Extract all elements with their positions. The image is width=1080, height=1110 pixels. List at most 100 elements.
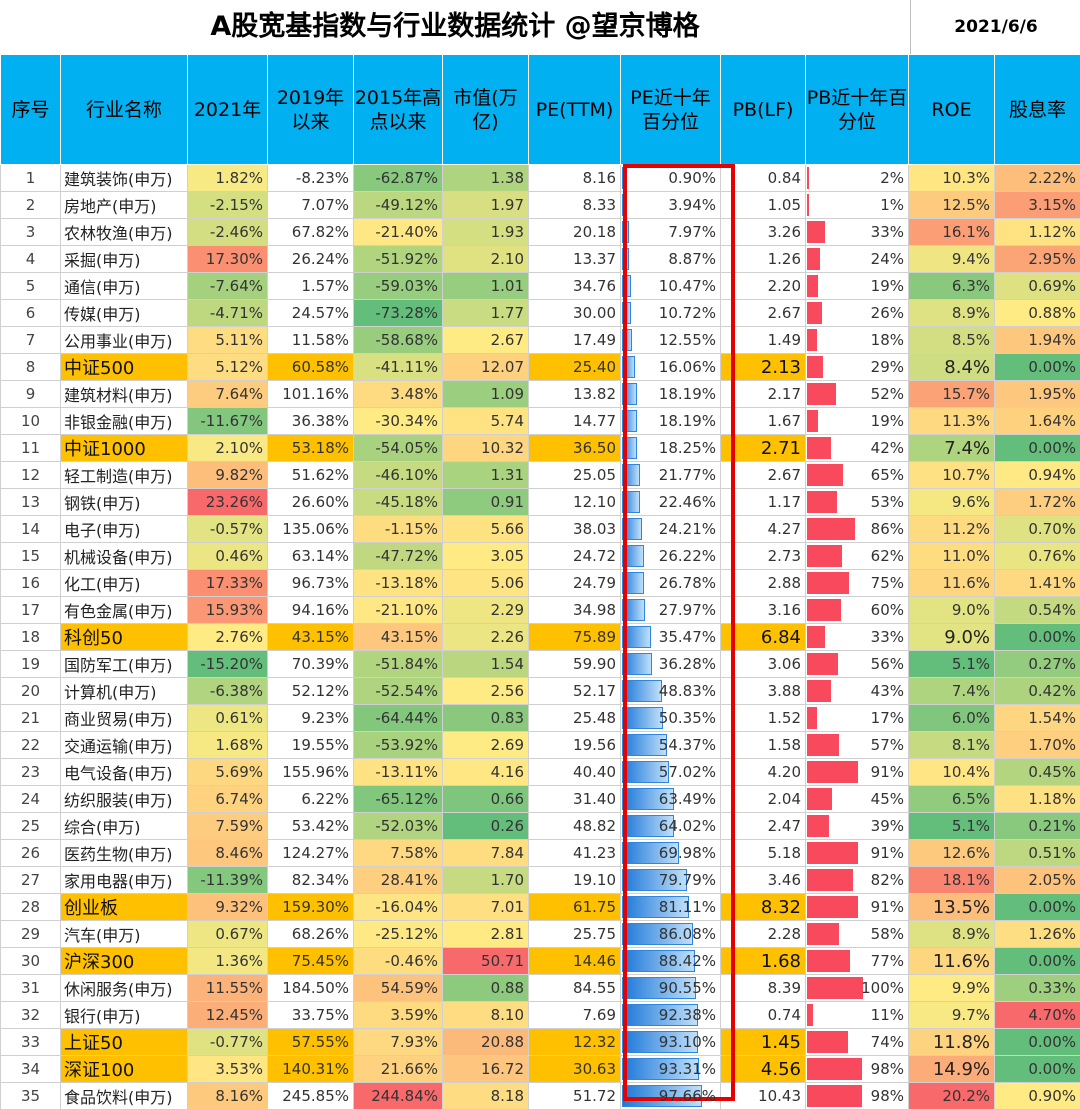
dividend-yield-cell[interactable]: 3.15% xyxy=(995,192,1080,219)
pb-lf-cell[interactable]: 1.17 xyxy=(721,489,806,516)
roe-cell[interactable]: 9.4% xyxy=(909,246,995,273)
roe-cell[interactable]: 13.5% xyxy=(909,894,995,921)
dividend-yield-cell[interactable]: 0.00% xyxy=(995,624,1080,651)
change-2021-cell[interactable]: 1.68% xyxy=(188,732,268,759)
change-2021-cell[interactable]: 9.32% xyxy=(188,894,268,921)
dividend-yield-cell[interactable]: 0.21% xyxy=(995,813,1080,840)
market-cap-cell[interactable]: 7.84 xyxy=(443,840,529,867)
change-since-2019-cell[interactable]: 26.60% xyxy=(268,489,354,516)
pb-percentile-cell[interactable]: 33% xyxy=(806,219,909,246)
market-cap-cell[interactable]: 3.05 xyxy=(443,543,529,570)
pb-lf-cell[interactable]: 6.84 xyxy=(721,624,806,651)
change-since-2019-cell[interactable]: 96.73% xyxy=(268,570,354,597)
roe-cell[interactable]: 11.6% xyxy=(909,570,995,597)
change-2021-cell[interactable]: -0.77% xyxy=(188,1029,268,1056)
pe-ttm-cell[interactable]: 61.75 xyxy=(529,894,621,921)
pb-percentile-cell[interactable]: 98% xyxy=(806,1083,909,1110)
pe-percentile-cell[interactable]: 92.38% xyxy=(621,1002,721,1029)
change-since-2015-cell[interactable]: -13.11% xyxy=(354,759,443,786)
pb-lf-cell[interactable]: 2.88 xyxy=(721,570,806,597)
pe-percentile-cell[interactable]: 22.46% xyxy=(621,489,721,516)
row-seq-cell[interactable]: 18 xyxy=(1,624,61,651)
pe-percentile-cell[interactable]: 24.21% xyxy=(621,516,721,543)
change-since-2015-cell[interactable]: -47.72% xyxy=(354,543,443,570)
roe-cell[interactable]: 11.2% xyxy=(909,516,995,543)
row-name-cell[interactable]: 科创50 xyxy=(61,624,188,651)
row-seq-cell[interactable]: 35 xyxy=(1,1083,61,1110)
change-2021-cell[interactable]: 7.59% xyxy=(188,813,268,840)
change-2021-cell[interactable]: 1.82% xyxy=(188,165,268,192)
change-since-2015-cell[interactable]: -54.05% xyxy=(354,435,443,462)
pb-lf-cell[interactable]: 4.27 xyxy=(721,516,806,543)
roe-cell[interactable]: 8.1% xyxy=(909,732,995,759)
dividend-yield-cell[interactable]: 1.95% xyxy=(995,381,1080,408)
row-seq-cell[interactable]: 1 xyxy=(1,165,61,192)
roe-cell[interactable]: 6.0% xyxy=(909,705,995,732)
change-2021-cell[interactable]: -11.67% xyxy=(188,408,268,435)
change-since-2019-cell[interactable]: 51.62% xyxy=(268,462,354,489)
market-cap-cell[interactable]: 2.67 xyxy=(443,327,529,354)
roe-cell[interactable]: 11.8% xyxy=(909,1029,995,1056)
pb-percentile-cell[interactable]: 91% xyxy=(806,759,909,786)
dividend-yield-cell[interactable]: 1.94% xyxy=(995,327,1080,354)
pb-lf-cell[interactable]: 2.13 xyxy=(721,354,806,381)
pb-lf-cell[interactable]: 1.67 xyxy=(721,408,806,435)
change-since-2019-cell[interactable]: 57.55% xyxy=(268,1029,354,1056)
pb-lf-cell[interactable]: 1.05 xyxy=(721,192,806,219)
pe-ttm-cell[interactable]: 7.69 xyxy=(529,1002,621,1029)
pb-lf-cell[interactable]: 1.49 xyxy=(721,327,806,354)
dividend-yield-cell[interactable]: 0.54% xyxy=(995,597,1080,624)
pb-lf-cell[interactable]: 1.68 xyxy=(721,948,806,975)
pb-percentile-cell[interactable]: 62% xyxy=(806,543,909,570)
dividend-yield-cell[interactable]: 1.70% xyxy=(995,732,1080,759)
header-dividend[interactable]: 股息率 xyxy=(995,55,1080,165)
pe-ttm-cell[interactable]: 34.98 xyxy=(529,597,621,624)
change-since-2015-cell[interactable]: 244.84% xyxy=(354,1083,443,1110)
change-since-2019-cell[interactable]: 140.31% xyxy=(268,1056,354,1083)
market-cap-cell[interactable]: 1.70 xyxy=(443,867,529,894)
change-since-2015-cell[interactable]: -16.04% xyxy=(354,894,443,921)
pb-percentile-cell[interactable]: 19% xyxy=(806,273,909,300)
pb-percentile-cell[interactable]: 29% xyxy=(806,354,909,381)
pb-lf-cell[interactable]: 0.84 xyxy=(721,165,806,192)
change-since-2019-cell[interactable]: 75.45% xyxy=(268,948,354,975)
change-since-2019-cell[interactable]: 245.85% xyxy=(268,1083,354,1110)
pe-percentile-cell[interactable]: 26.22% xyxy=(621,543,721,570)
roe-cell[interactable]: 10.4% xyxy=(909,759,995,786)
change-since-2015-cell[interactable]: 28.41% xyxy=(354,867,443,894)
change-since-2015-cell[interactable]: 54.59% xyxy=(354,975,443,1002)
change-since-2019-cell[interactable]: 155.96% xyxy=(268,759,354,786)
change-since-2015-cell[interactable]: -51.84% xyxy=(354,651,443,678)
pe-percentile-cell[interactable]: 81.11% xyxy=(621,894,721,921)
header-pb[interactable]: PB(LF) xyxy=(721,55,806,165)
market-cap-cell[interactable]: 5.74 xyxy=(443,408,529,435)
pb-lf-cell[interactable]: 8.39 xyxy=(721,975,806,1002)
row-seq-cell[interactable]: 19 xyxy=(1,651,61,678)
pe-ttm-cell[interactable]: 25.75 xyxy=(529,921,621,948)
header-name[interactable]: 行业名称 xyxy=(61,55,188,165)
row-seq-cell[interactable]: 2 xyxy=(1,192,61,219)
row-seq-cell[interactable]: 20 xyxy=(1,678,61,705)
row-name-cell[interactable]: 房地产(申万) xyxy=(61,192,188,219)
dividend-yield-cell[interactable]: 0.00% xyxy=(995,948,1080,975)
change-since-2015-cell[interactable]: -58.68% xyxy=(354,327,443,354)
row-name-cell[interactable]: 汽车(申万) xyxy=(61,921,188,948)
market-cap-cell[interactable]: 1.31 xyxy=(443,462,529,489)
row-name-cell[interactable]: 沪深300 xyxy=(61,948,188,975)
pe-ttm-cell[interactable]: 41.23 xyxy=(529,840,621,867)
pe-percentile-cell[interactable]: 18.19% xyxy=(621,381,721,408)
market-cap-cell[interactable]: 2.69 xyxy=(443,732,529,759)
pb-percentile-cell[interactable]: 24% xyxy=(806,246,909,273)
row-seq-cell[interactable]: 26 xyxy=(1,840,61,867)
pe-ttm-cell[interactable]: 12.10 xyxy=(529,489,621,516)
row-name-cell[interactable]: 公用事业(申万) xyxy=(61,327,188,354)
market-cap-cell[interactable]: 1.77 xyxy=(443,300,529,327)
change-2021-cell[interactable]: -2.15% xyxy=(188,192,268,219)
pe-percentile-cell[interactable]: 93.31% xyxy=(621,1056,721,1083)
change-since-2015-cell[interactable]: -45.18% xyxy=(354,489,443,516)
row-seq-cell[interactable]: 17 xyxy=(1,597,61,624)
change-since-2015-cell[interactable]: -51.92% xyxy=(354,246,443,273)
pe-percentile-cell[interactable]: 3.94% xyxy=(621,192,721,219)
change-since-2019-cell[interactable]: 159.30% xyxy=(268,894,354,921)
change-since-2015-cell[interactable]: -0.46% xyxy=(354,948,443,975)
